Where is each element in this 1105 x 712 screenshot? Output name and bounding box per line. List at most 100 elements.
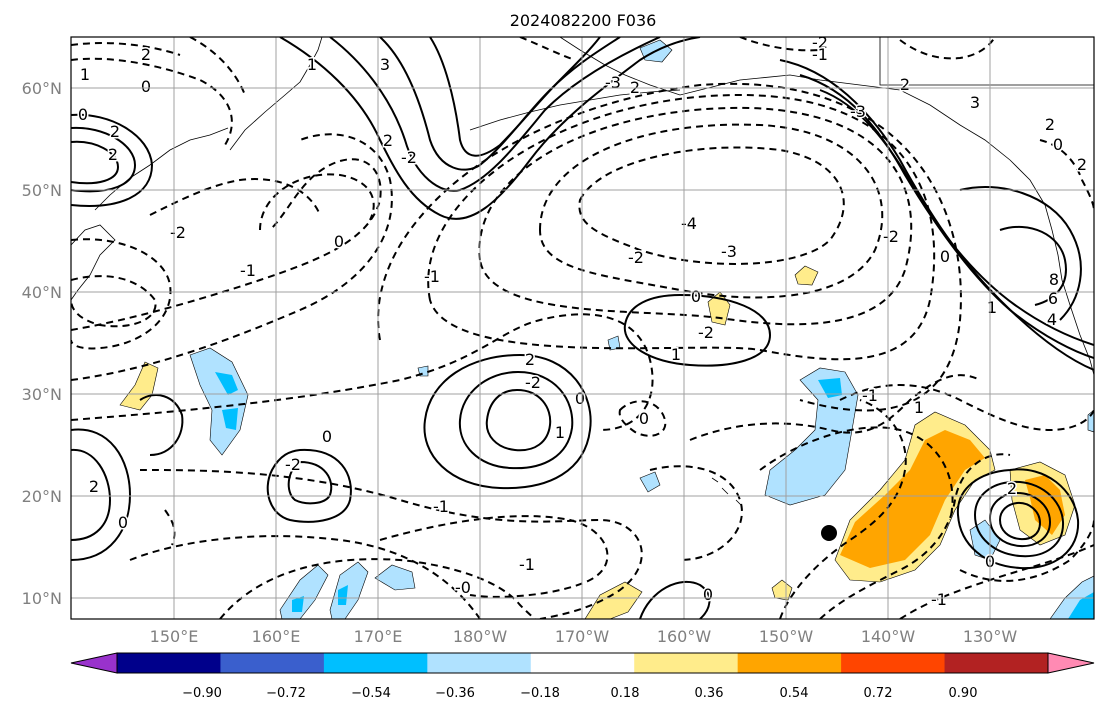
contour-dashed	[427, 93, 936, 361]
shade-cyan-se	[1068, 592, 1094, 619]
contour-label: -2	[170, 223, 186, 242]
shade-orange-region	[840, 430, 985, 568]
colorbar-swatch	[117, 653, 221, 673]
colorbar-tick-label: −0.36	[435, 686, 475, 701]
storm-center-marker	[821, 525, 837, 541]
negative-contours	[71, 37, 1094, 619]
contour-dashed	[377, 82, 962, 412]
shade-yellow-west	[119, 361, 159, 411]
contour-label: 2	[1007, 479, 1017, 498]
colorbar-tick-labels: −0.90 −0.72 −0.54 −0.36 −0.18 0.18 0.36 …	[182, 686, 977, 701]
contour-dashed	[71, 275, 157, 328]
contour-dashed	[71, 238, 172, 350]
coastline-alaska	[559, 37, 1046, 206]
lon-label: 170°E	[354, 627, 403, 646]
colorbar-tick-label: 0.18	[611, 686, 640, 701]
contour-solid	[139, 394, 184, 456]
contour-label: 0	[703, 585, 713, 604]
contour-label: 2	[525, 350, 535, 369]
contour-solid	[959, 186, 1082, 321]
contour-dashed	[618, 400, 667, 437]
contour-solid	[999, 225, 1067, 306]
colorbar-tick-label: −0.72	[266, 686, 306, 701]
lon-label: 180°W	[453, 627, 508, 646]
shade-yellow-small3	[771, 579, 793, 601]
contour-solid	[485, 388, 552, 452]
contour-dashed	[578, 146, 845, 265]
contour-solid	[623, 293, 772, 367]
coastline-kurils	[94, 127, 229, 211]
lat-label: 10°N	[22, 589, 62, 608]
shade-blue-south3	[374, 564, 416, 591]
contour-solid	[71, 448, 112, 541]
map-title: 2024082200 F036	[510, 11, 657, 30]
lat-label: 30°N	[22, 385, 62, 404]
contour-label: 0	[78, 105, 88, 124]
lon-label: 160°W	[657, 627, 712, 646]
lon-label: 130°W	[963, 627, 1018, 646]
contour-solid	[956, 468, 1080, 570]
colorbar-tick-label: −0.54	[351, 686, 391, 701]
contour-dashed	[1039, 139, 1094, 211]
contour-dashed	[71, 133, 393, 381]
colorbar-swatch	[634, 653, 739, 673]
contour-dashed	[71, 313, 654, 431]
contour-label: 1	[987, 298, 997, 317]
contour-solid	[429, 37, 601, 157]
contour-solid	[458, 370, 574, 470]
contour-dashed	[71, 57, 233, 146]
contour-label: 4	[1047, 310, 1057, 329]
contour-label: -3	[850, 102, 866, 121]
contour-label: -1	[931, 590, 947, 609]
colorbar	[70, 652, 1095, 674]
contour-label: 0	[118, 513, 128, 532]
contour-solid	[287, 460, 333, 505]
contour-label: 0	[334, 232, 344, 251]
colorbar-swatch	[530, 653, 635, 673]
contour-label: 3	[380, 55, 390, 74]
contour-label: 0	[691, 287, 701, 306]
lat-label: 50°N	[22, 181, 62, 200]
contour-label: -1	[424, 267, 440, 286]
colorbar-border	[116, 652, 1049, 674]
gridlines	[71, 37, 1094, 619]
contour-label: -2	[525, 373, 541, 392]
colorbar-tick-label: 0.36	[695, 686, 724, 701]
contour-label: -1	[812, 45, 828, 64]
contour-label: 1	[307, 55, 317, 74]
contour-label: -1	[433, 497, 449, 516]
contour-dashed	[779, 399, 907, 619]
longitude-labels: 150°E 160°E 170°E 180°W 170°W 160°W 150°…	[150, 627, 1018, 646]
colorbar-swatch	[427, 653, 532, 673]
contour-solid	[71, 140, 120, 185]
contour-solid	[71, 428, 132, 561]
colorbar-swatch	[737, 653, 842, 673]
lon-label: 140°W	[861, 627, 916, 646]
lon-label: 160°E	[252, 627, 301, 646]
contour-label: -2	[401, 148, 417, 167]
contour-label: 0	[575, 389, 585, 408]
lon-label: 170°W	[555, 627, 610, 646]
lon-label: 150°E	[150, 627, 199, 646]
shade-yellow-south	[584, 581, 643, 619]
contour-solid	[266, 448, 352, 523]
contour-dashed	[71, 158, 382, 331]
colorbar-tick-label: −0.90	[182, 686, 222, 701]
shade-cyan-west	[215, 372, 238, 430]
map-border	[70, 36, 1095, 620]
lat-label: 20°N	[22, 487, 62, 506]
contour-dashed	[819, 453, 1011, 619]
negative-shading	[189, 39, 1094, 619]
shade-yellow-small1	[794, 265, 819, 286]
colorbar-tick-label: 0.72	[864, 686, 893, 701]
contour-label: 2	[900, 75, 910, 94]
lat-label: 40°N	[22, 283, 62, 302]
lat-label: 60°N	[22, 79, 62, 98]
contour-label: -4	[681, 214, 697, 233]
contour-label: 1	[555, 423, 565, 442]
contour-label: -2	[883, 227, 899, 246]
contour-label: -1	[862, 386, 878, 405]
contour-dashed	[379, 515, 609, 598]
